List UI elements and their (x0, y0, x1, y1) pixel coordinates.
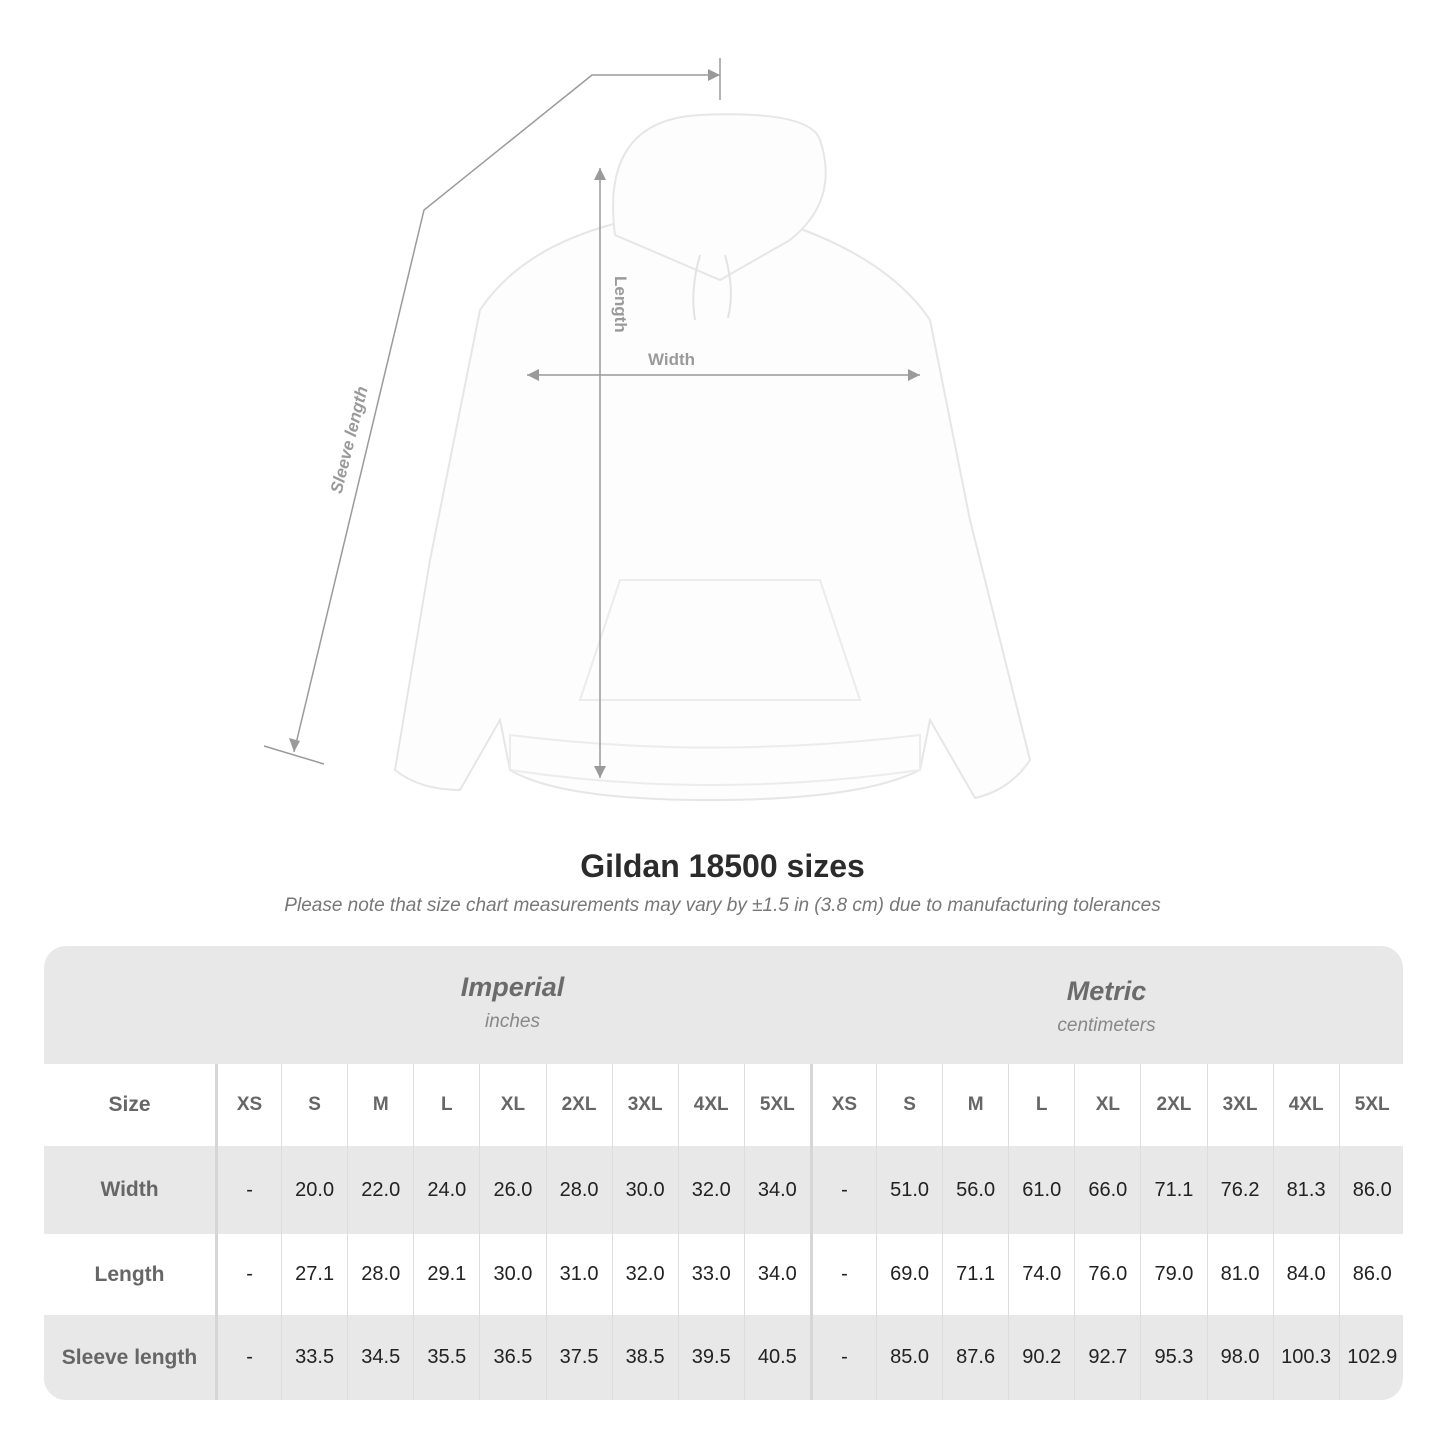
size-header-cell: XS (215, 1064, 281, 1146)
size-header-cell: 3XL (611, 1064, 678, 1146)
table-cell: 28.0 (545, 1146, 612, 1234)
table-cell: 32.0 (677, 1146, 744, 1234)
row-label: Width (100, 1178, 159, 1201)
table-cell: 40.5 (743, 1315, 810, 1400)
table-cell: 29.1 (413, 1234, 479, 1315)
table-cell: 76.0 (1074, 1234, 1140, 1315)
imperial-title: Imperial (460, 972, 565, 1002)
hoodie-illustration (263, 58, 1032, 802)
size-header-cell: 4XL (1272, 1064, 1339, 1146)
table-cell: 100.3 (1272, 1315, 1339, 1400)
table-cell: 69.0 (876, 1234, 942, 1315)
table-cell: 74.0 (1008, 1234, 1074, 1315)
table-cell: 84.0 (1272, 1234, 1339, 1315)
row-label: Size (108, 1093, 151, 1116)
size-header-cell: M (942, 1064, 1008, 1146)
table-cell: - (215, 1234, 281, 1315)
table-cell: 98.0 (1206, 1315, 1273, 1400)
table-cell: 90.2 (1008, 1315, 1074, 1400)
imperial-header: Imperial inches (215, 946, 810, 1064)
table-cell: 34.0 (743, 1146, 810, 1234)
table-cell: - (809, 1315, 876, 1400)
size-header-cell: 5XL (1338, 1064, 1403, 1146)
table-cell: 92.7 (1074, 1315, 1140, 1400)
table-cell: 51.0 (876, 1146, 942, 1234)
table-cell: 34.0 (743, 1234, 810, 1315)
imperial-unit: inches (485, 1011, 540, 1032)
table-cell: - (215, 1146, 281, 1234)
table-cell: 22.0 (347, 1146, 413, 1234)
table-cell: 30.0 (479, 1234, 545, 1315)
table-cell: 61.0 (1008, 1146, 1074, 1234)
table-cell: 35.5 (413, 1315, 479, 1400)
table-cell: 32.0 (611, 1234, 678, 1315)
table-cell: 87.6 (942, 1315, 1008, 1400)
table-cell: 33.5 (281, 1315, 347, 1400)
table-cell: 86.0 (1338, 1234, 1403, 1315)
size-header-row: Size XS S M L XL 2XL 3XL 4XL 5XL XS S M L XL 2XL 3XL 4XL 5… (44, 1064, 1403, 1146)
hoodie-body (393, 113, 1032, 802)
size-header-cell: 4XL (677, 1064, 744, 1146)
table-cell: 71.1 (1140, 1146, 1206, 1234)
table-cell: 81.3 (1272, 1146, 1339, 1234)
table-cell: 66.0 (1074, 1146, 1140, 1234)
size-table: Imperial inches Metric centimeters Size X… (44, 946, 1403, 1400)
table-cell: 26.0 (479, 1146, 545, 1234)
table-cell: 33.0 (677, 1234, 744, 1315)
table-cell: 37.5 (545, 1315, 612, 1400)
table-cell: 27.1 (281, 1234, 347, 1315)
table-cell: 31.0 (545, 1234, 612, 1315)
table-cell: 38.5 (611, 1315, 678, 1400)
size-header-cell: 2XL (1140, 1064, 1206, 1146)
table-cell: 71.1 (942, 1234, 1008, 1315)
table-cell: 56.0 (942, 1146, 1008, 1234)
size-header-cell: 5XL (743, 1064, 810, 1146)
table-cell: 79.0 (1140, 1234, 1206, 1315)
size-header-cell: 2XL (545, 1064, 612, 1146)
row-label: Sleeve length (61, 1345, 198, 1369)
size-header-cell: L (413, 1064, 479, 1146)
table-cell: 95.3 (1140, 1315, 1206, 1400)
size-header-cell: M (347, 1064, 413, 1146)
metric-unit: centimeters (1057, 1015, 1156, 1036)
arrow-heads (289, 69, 920, 778)
width-label: Width (648, 350, 696, 369)
table-row: Sleeve length -33.5 34.5 35.5 36.5 37.5 38.5 39… (44, 1315, 1403, 1400)
size-header-cell: XL (1074, 1064, 1140, 1146)
table-cell: 81.0 (1206, 1234, 1273, 1315)
table-cell: 86.0 (1338, 1146, 1403, 1234)
table-cell: - (809, 1234, 876, 1315)
size-header-cell: XS (809, 1064, 876, 1146)
table-cell: 28.0 (347, 1234, 413, 1315)
table-cell: 102.9 (1338, 1315, 1403, 1400)
table-row: Length -27.1 28.0 29.1 30.0 31.0 32.0 33.0 34.0-… (44, 1234, 1403, 1315)
metric-header: Metric centimeters (810, 946, 1403, 1064)
table-cell: 85.0 (876, 1315, 942, 1400)
table-cell: 76.2 (1206, 1146, 1273, 1234)
size-header-cell: S (281, 1064, 347, 1146)
tolerance-note: Please note that size chart measurements… (284, 895, 1161, 916)
row-label: Length (94, 1262, 165, 1286)
table-row: Width -20.0 22.0 24.0 26.0 28.0 30.0 32.0 34.0-5… (44, 1146, 1403, 1234)
size-header-cell: XL (479, 1064, 545, 1146)
table-cell: 24.0 (413, 1146, 479, 1234)
table-cell: 20.0 (281, 1146, 347, 1234)
measurement-lines (263, 58, 920, 778)
metric-title: Metric (1066, 976, 1147, 1006)
table-cell: - (809, 1146, 876, 1234)
table-cell: 39.5 (677, 1315, 744, 1400)
sleeve-line (293, 74, 720, 753)
size-header-cell: S (876, 1064, 942, 1146)
length-label: Length (611, 276, 630, 333)
table-cell: 36.5 (479, 1315, 545, 1400)
table-cell: - (215, 1315, 281, 1400)
size-header-cell: L (1008, 1064, 1074, 1146)
drawstring (692, 254, 732, 321)
size-header-cell: 3XL (1206, 1064, 1273, 1146)
table-cell: 30.0 (611, 1146, 678, 1234)
table-cell: 34.5 (347, 1315, 413, 1400)
chart-title: Gildan 18500 sizes (580, 848, 865, 884)
